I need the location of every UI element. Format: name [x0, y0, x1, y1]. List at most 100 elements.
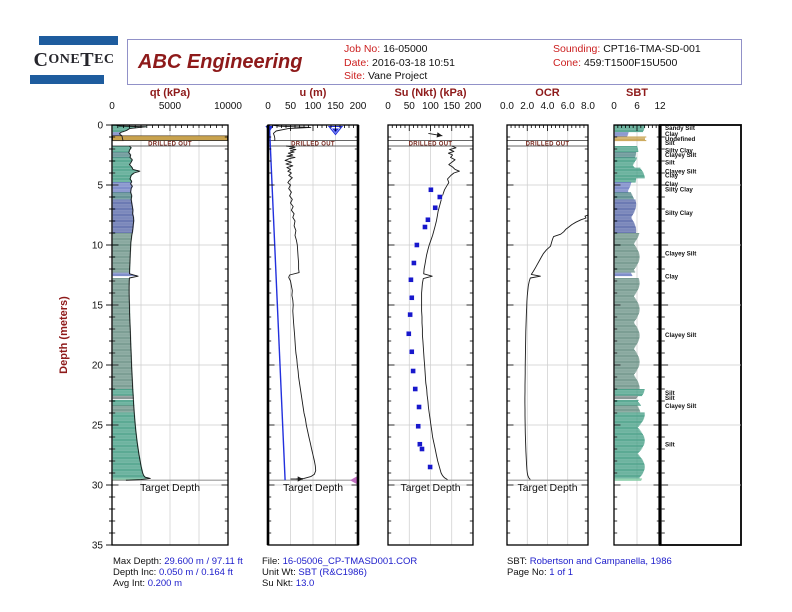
su-panel: DRILLED OUT Target Depth 0 50 100 150 200 Su (N… — [385, 87, 482, 546]
svg-text:Clay: Clay — [665, 173, 679, 180]
cone-value: 459:T1500F15U500 — [583, 56, 678, 69]
depth-inc-row: Depth Inc: 0.050 m / 0.164 ft — [113, 567, 243, 578]
unit-wt-value: SBT (R&C1986) — [298, 567, 367, 578]
file-label: File: — [262, 556, 280, 567]
svg-text:50: 50 — [285, 101, 297, 112]
footer-col-file: File: 16-05006_CP-TMASD001.COR Unit Wt: … — [262, 556, 417, 589]
avg-int-value: 0.200 m — [147, 578, 183, 589]
logo-bar-top — [39, 36, 118, 45]
svg-text:Clay: Clay — [665, 273, 679, 280]
site-label: Site: — [344, 70, 366, 82]
unit-wt-label: Unit Wt: — [262, 567, 296, 578]
svg-text:200: 200 — [465, 101, 482, 112]
date-row: Date: 2016-03-18 10:51 — [344, 57, 455, 71]
svg-text:100: 100 — [305, 101, 322, 112]
qt-curve — [125, 145, 151, 481]
svg-text:Silt: Silt — [665, 395, 675, 402]
file-value: 16-05006_CP-TMASD001.COR — [282, 556, 418, 567]
logo-letters: EC — [94, 52, 115, 67]
svg-text:DRILLED OUT: DRILLED OUT — [291, 141, 335, 147]
footer-col-sbt: SBT: Robertson and Campanella, 1986 Page… — [507, 556, 672, 578]
su-nkt-row: Su Nkt: 13.0 — [262, 578, 417, 589]
u-curve — [284, 145, 317, 480]
svg-text:Su (Nkt) (kPa): Su (Nkt) (kPa) — [394, 87, 466, 99]
svg-text:0: 0 — [385, 101, 391, 112]
sbt-panel: 0 6 12 SBT — [611, 87, 666, 546]
job-no-row: Job No: 16-05000 — [344, 43, 455, 57]
su-curve — [421, 145, 460, 480]
svg-text:Target Depth: Target Depth — [400, 482, 460, 494]
footer-col-depths: Max Depth: 29.600 m / 97.11 ft Depth Inc… — [113, 556, 243, 589]
max-depth-row: Max Depth: 29.600 m / 97.11 ft — [113, 556, 243, 567]
svg-text:Clayey Silt: Clayey Silt — [665, 251, 696, 258]
page-no-row: Page No: 1 of 1 — [507, 567, 672, 578]
u-panel: DRILLED OUT Target Depth 0 50 100 150 200 u (m) — [265, 87, 367, 546]
svg-text:Target Depth: Target Depth — [283, 482, 343, 494]
svg-text:Sandy Silt: Sandy Silt — [665, 125, 695, 132]
cone-row: Cone: 459:T1500F15U500 — [553, 57, 701, 71]
logo-letter: C — [33, 48, 49, 71]
logo-bar-bottom — [30, 75, 104, 84]
file-row: File: 16-05006_CP-TMASD001.COR — [262, 556, 417, 567]
svg-text:5000: 5000 — [159, 101, 182, 112]
sounding-row: Sounding: CPT16-TMA-SD-001 — [553, 43, 701, 57]
svg-text:15: 15 — [92, 301, 104, 312]
svg-text:Silt: Silt — [665, 140, 675, 147]
svg-text:Silt: Silt — [665, 441, 675, 448]
svg-text:5: 5 — [97, 181, 103, 192]
avg-int-row: Avg Int: 0.200 m — [113, 578, 243, 589]
svg-text:0: 0 — [109, 101, 115, 112]
svg-text:25: 25 — [92, 421, 104, 432]
svg-text:Clayey Silt: Clayey Silt — [665, 152, 696, 159]
svg-text:Clayey Silt: Clayey Silt — [665, 403, 696, 410]
svg-text:10000: 10000 — [214, 101, 242, 112]
svg-text:DRILLED OUT: DRILLED OUT — [409, 141, 453, 147]
svg-text:qt (kPa): qt (kPa) — [150, 87, 191, 99]
page-no-value: 1 of 1 — [549, 567, 574, 578]
svg-text:Clayey Silt: Clayey Silt — [665, 332, 696, 339]
svg-text:35: 35 — [92, 541, 104, 552]
sbt-ref-value: Robertson and Campanella, 1986 — [529, 556, 672, 567]
svg-text:Depth (meters): Depth (meters) — [58, 296, 70, 374]
su-nkt-label: Su Nkt: — [262, 578, 294, 589]
qt-panel: DRILLED OUT Target Depth 0 5000 10000 qt (kPa… — [109, 87, 242, 546]
max-depth-label: Max Depth: — [113, 556, 162, 567]
svg-text:2.0: 2.0 — [520, 101, 534, 112]
depth-axis: 0 5 10 15 20 25 30 35 Depth (meters) — [58, 121, 112, 552]
svg-text:Silty Clay: Silty Clay — [665, 210, 693, 217]
svg-text:Silty Clay: Silty Clay — [665, 147, 693, 154]
max-depth-value: 29.600 m / 97.11 ft — [164, 556, 243, 567]
u-curve — [268, 124, 286, 481]
depth-inc-label: Depth Inc: — [113, 567, 157, 578]
job-no-value: 16-05000 — [383, 43, 428, 55]
svg-text:0: 0 — [97, 121, 103, 132]
svg-text:OCR: OCR — [535, 87, 560, 99]
depth-inc-value: 0.050 m / 0.164 ft — [158, 567, 233, 578]
svg-text:8.0: 8.0 — [581, 101, 595, 112]
job-no-label: Job No: — [344, 43, 381, 55]
svg-text:Undefined: Undefined — [665, 136, 695, 143]
page-no-label: Page No: — [507, 567, 547, 578]
sbt-ref-row: SBT: Robertson and Campanella, 1986 — [507, 556, 672, 567]
svg-text:50: 50 — [404, 101, 416, 112]
logo-letters: ONE — [48, 52, 81, 67]
svg-text:4.0: 4.0 — [541, 101, 555, 112]
svg-text:Clay: Clay — [665, 181, 679, 188]
site-value: Vane Project — [367, 70, 428, 82]
svg-text:150: 150 — [443, 101, 460, 112]
cone-label: Cone: — [553, 56, 582, 69]
svg-text:Target Depth: Target Depth — [140, 482, 200, 494]
svg-text:150: 150 — [327, 101, 344, 112]
svg-text:10: 10 — [92, 241, 104, 252]
svg-text:DRILLED OUT: DRILLED OUT — [526, 141, 570, 147]
svg-text:0.0: 0.0 — [500, 101, 514, 112]
sbt-ref-label: SBT: — [507, 556, 528, 567]
sounding-value: CPT16-TMA-SD-001 — [603, 43, 701, 55]
su-nkt-value: 13.0 — [295, 578, 315, 589]
svg-text:u (m): u (m) — [300, 87, 327, 99]
svg-text:Clayey Silt: Clayey Silt — [665, 168, 696, 175]
company-name: ABC Engineering — [138, 51, 303, 73]
header-box: ABC Engineering Job No: 16-05000 Date: 2… — [127, 39, 742, 85]
